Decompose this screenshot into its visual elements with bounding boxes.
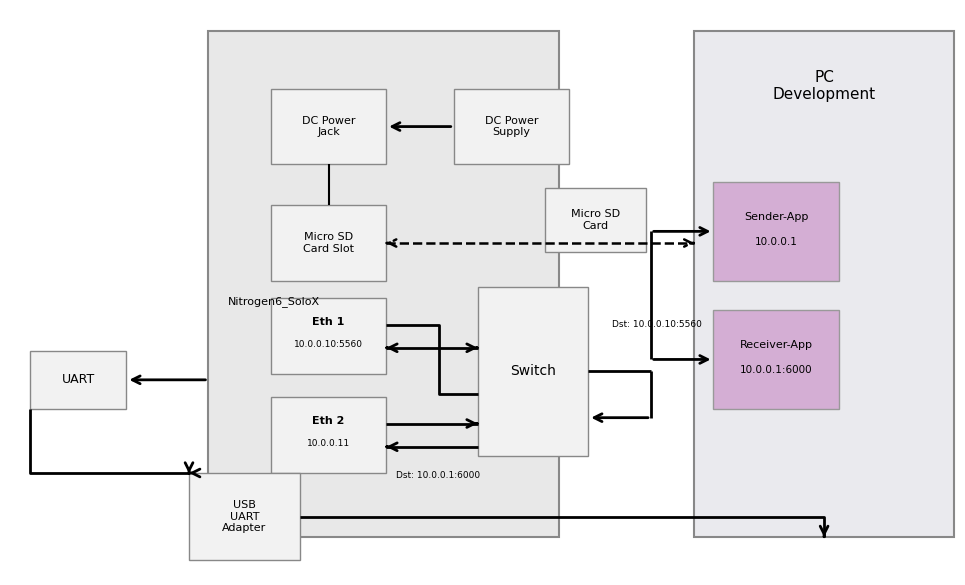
Text: 10.0.0.1: 10.0.0.1 bbox=[755, 237, 797, 247]
FancyBboxPatch shape bbox=[271, 89, 386, 164]
FancyBboxPatch shape bbox=[713, 182, 839, 281]
FancyBboxPatch shape bbox=[545, 188, 647, 252]
FancyBboxPatch shape bbox=[694, 30, 954, 537]
FancyBboxPatch shape bbox=[30, 351, 126, 409]
Text: Switch: Switch bbox=[510, 364, 556, 378]
FancyBboxPatch shape bbox=[271, 298, 386, 374]
Text: Dst: 10.0.0.10:5560: Dst: 10.0.0.10:5560 bbox=[613, 320, 703, 329]
Text: USB
UART
Adapter: USB UART Adapter bbox=[222, 500, 266, 534]
Text: Dst: 10.0.0.1:6000: Dst: 10.0.0.1:6000 bbox=[396, 472, 480, 480]
Text: Sender-App: Sender-App bbox=[744, 212, 808, 222]
FancyBboxPatch shape bbox=[713, 310, 839, 409]
Text: 10.0.0.1:6000: 10.0.0.1:6000 bbox=[739, 365, 813, 375]
FancyBboxPatch shape bbox=[271, 205, 386, 281]
Text: Micro SD
Card: Micro SD Card bbox=[571, 209, 620, 230]
Text: 10.0.0.10:5560: 10.0.0.10:5560 bbox=[294, 340, 363, 349]
Text: UART: UART bbox=[62, 373, 95, 386]
FancyBboxPatch shape bbox=[208, 30, 560, 537]
FancyBboxPatch shape bbox=[189, 473, 300, 560]
Text: Nitrogen6_SoloX: Nitrogen6_SoloX bbox=[228, 296, 319, 307]
FancyBboxPatch shape bbox=[271, 397, 386, 473]
Text: DC Power
Supply: DC Power Supply bbox=[484, 116, 538, 137]
Text: Eth 1: Eth 1 bbox=[313, 316, 345, 326]
Text: Micro SD
Card Slot: Micro SD Card Slot bbox=[303, 232, 354, 254]
Text: 10.0.0.11: 10.0.0.11 bbox=[307, 439, 350, 448]
Text: Receiver-App: Receiver-App bbox=[739, 340, 813, 350]
Text: Eth 2: Eth 2 bbox=[313, 415, 345, 426]
Text: PC
Development: PC Development bbox=[773, 70, 875, 102]
Text: DC Power
Jack: DC Power Jack bbox=[302, 116, 355, 137]
FancyBboxPatch shape bbox=[454, 89, 569, 164]
FancyBboxPatch shape bbox=[478, 287, 589, 456]
